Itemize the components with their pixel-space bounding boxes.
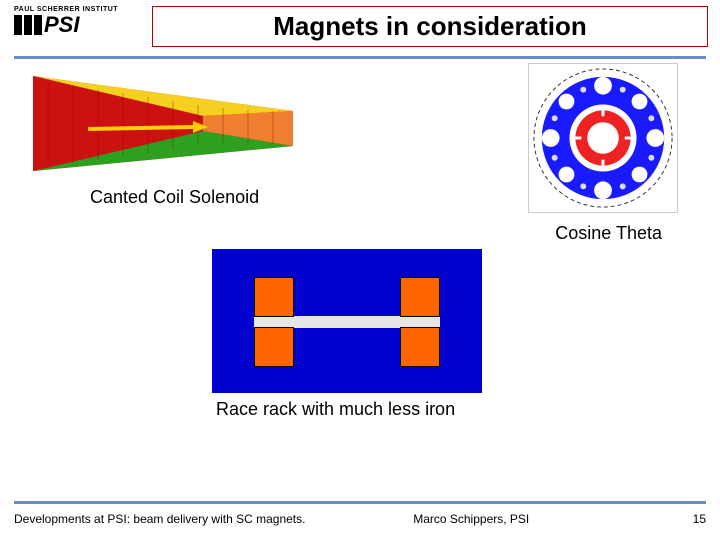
racetrack-block [400,327,440,367]
canted-coil-diagram-icon [28,71,298,179]
page-number: 15 [693,512,706,526]
racetrack-label: Race rack with much less iron [216,399,455,420]
psi-logo: PAUL SCHERRER INSTITUT PSI [14,6,142,48]
slide-footer: Developments at PSI: beam delivery with … [0,501,720,540]
racetrack-figure [212,249,482,393]
canted-coil-label: Canted Coil Solenoid [90,187,259,208]
footer-center-text: Marco Schippers, PSI [413,512,692,526]
slide-title: Magnets in consideration [163,11,697,42]
slide-content: Canted Coil Solenoid [0,59,720,489]
title-box: Magnets in consideration [152,6,708,47]
logo-bars-icon [14,15,42,35]
cosine-theta-diagram-icon [529,64,677,212]
racetrack-block [254,327,294,367]
logo-mark: PSI [14,14,142,36]
cosine-theta-figure [528,63,678,213]
logo-letters: PSI [44,14,79,36]
footer-divider [14,501,706,504]
racetrack-block [254,277,294,317]
footer-content: Developments at PSI: beam delivery with … [14,512,706,526]
racetrack-block [400,277,440,317]
cosine-theta-label: Cosine Theta [555,223,662,244]
slide-header: PAUL SCHERRER INSTITUT PSI Magnets in co… [0,0,720,48]
canted-coil-figure [28,71,298,179]
footer-left-text: Developments at PSI: beam delivery with … [14,512,413,526]
